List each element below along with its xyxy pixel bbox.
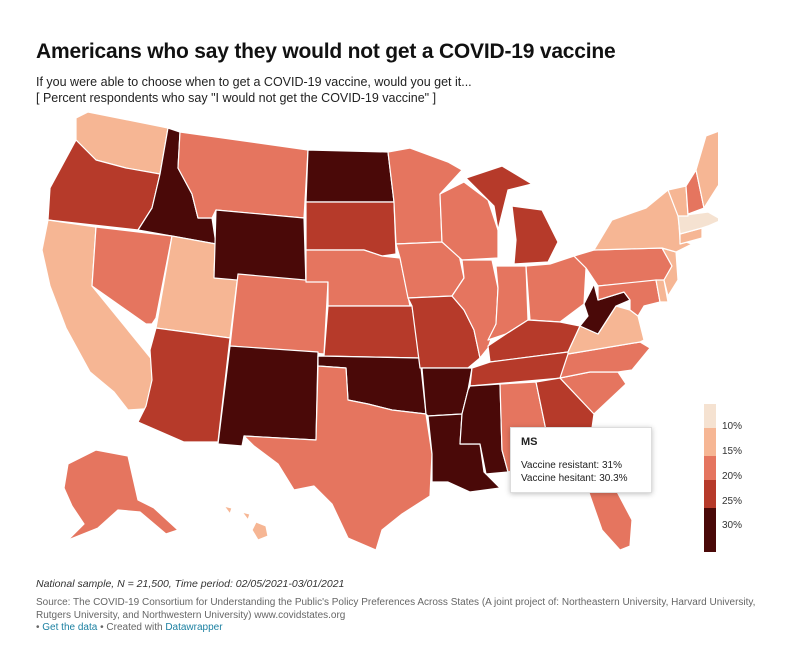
state-WY[interactable] [213, 209, 307, 287]
get-data-link[interactable]: Get the data [42, 622, 98, 633]
state-AZ[interactable] [137, 327, 231, 443]
state-WV[interactable] [579, 283, 631, 335]
legend-swatch-30 [704, 508, 716, 552]
chart-subtitle: If you were able to choose when to get a… [36, 74, 472, 106]
state-ND[interactable] [305, 149, 395, 203]
bullet: • [36, 622, 43, 633]
bullet: • [100, 622, 107, 633]
datawrapper-link[interactable]: Datawrapper [165, 622, 223, 633]
state-AK[interactable] [63, 449, 179, 541]
state-NM[interactable] [217, 345, 319, 447]
legend-label-30: 30% [722, 520, 743, 531]
state-OR[interactable] [47, 139, 161, 231]
state-tooltip: MS Vaccine resistant: 31% Vaccine hesita… [510, 427, 652, 493]
legend-label-20: 20% [722, 471, 743, 482]
state-WI[interactable] [439, 181, 499, 261]
state-MT[interactable] [177, 131, 309, 219]
sample-notes: National sample, N = 21,500, Time period… [36, 578, 345, 590]
footer-links: • Get the data • Created with Datawrappe… [36, 622, 223, 633]
tooltip-state: MS [521, 436, 538, 448]
state-OH[interactable] [525, 255, 587, 323]
tooltip-hesitant: Vaccine hesitant: 30.3% [521, 473, 628, 484]
state-KS[interactable] [323, 305, 421, 359]
created-with-text: Created with [106, 622, 163, 633]
state-VT[interactable] [667, 185, 689, 217]
state-CO[interactable] [229, 273, 329, 355]
legend-swatch-25 [704, 480, 716, 508]
subtitle-measure: [ Percent respondents who say "I would n… [36, 91, 437, 105]
state-HI[interactable] [223, 505, 269, 541]
legend-swatch-15 [704, 428, 716, 456]
legend-swatch-20 [704, 456, 716, 480]
chart-title: Americans who say they would not get a C… [36, 40, 616, 63]
legend-label-25: 25% [722, 496, 743, 507]
source-text: Source: The COVID-19 Consortium for Unde… [36, 597, 756, 621]
legend-label-15: 15% [722, 446, 743, 457]
color-legend: 10% 15% 20% 25% 30% [704, 404, 774, 552]
tooltip-resistant: Vaccine resistant: 31% [521, 460, 622, 471]
us-choropleth-map [41, 111, 718, 551]
state-IL[interactable] [451, 259, 499, 359]
state-SD[interactable] [305, 201, 397, 257]
state-TX[interactable] [243, 365, 433, 551]
legend-swatch-10 [704, 404, 716, 428]
state-MA[interactable] [677, 211, 718, 235]
legend-label-10: 10% [722, 421, 743, 432]
subtitle-question: If you were able to choose when to get a… [36, 75, 472, 89]
state-MI[interactable] [465, 165, 559, 265]
state-ME[interactable] [695, 130, 718, 209]
